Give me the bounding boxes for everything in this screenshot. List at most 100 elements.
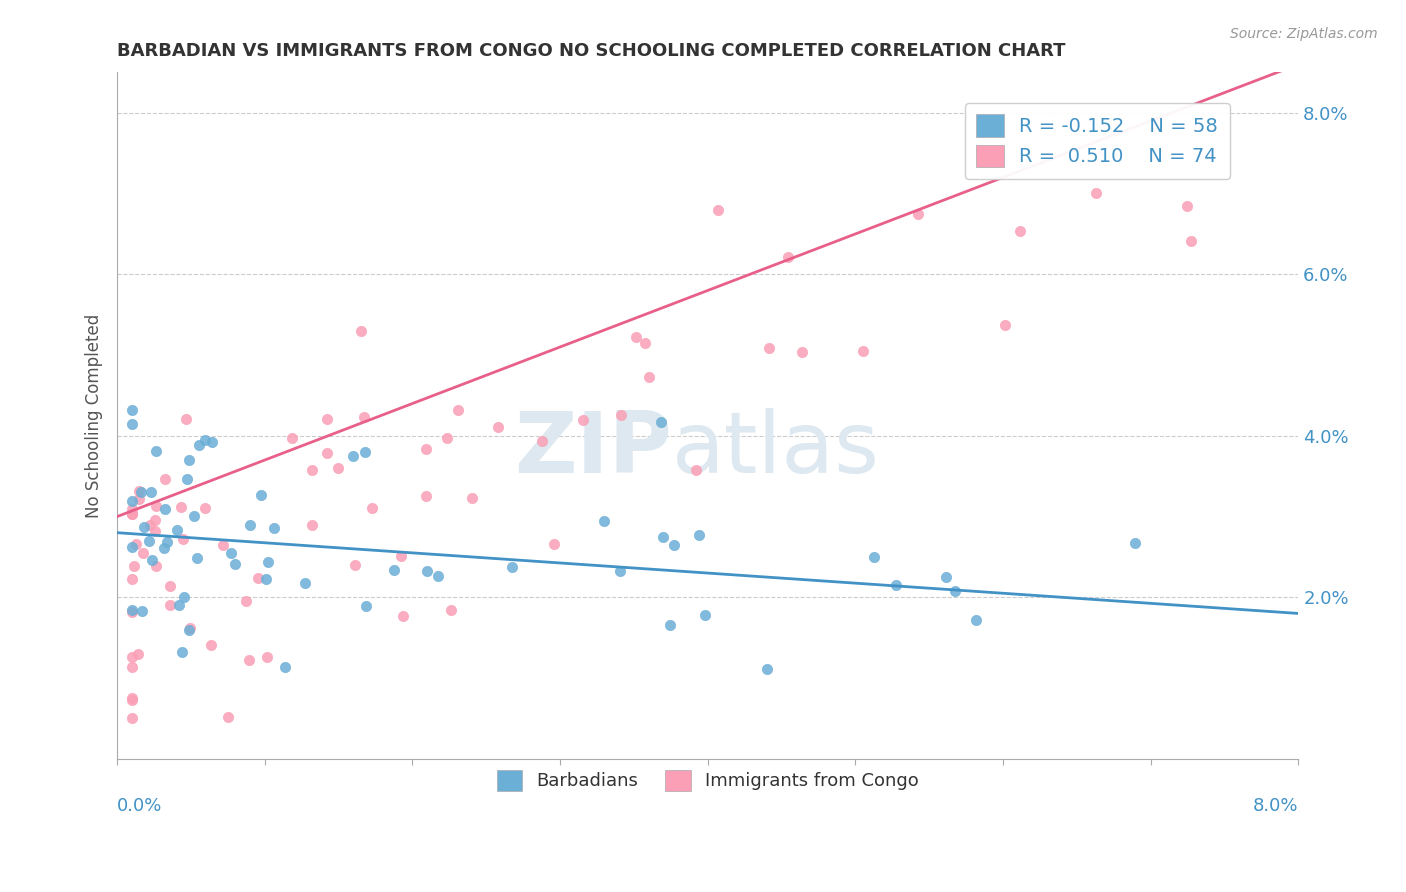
Point: [200, 638, 222, 652]
Point: [695, 607, 717, 622]
Point: [122, 559, 145, 574]
Point: [121, 403, 143, 417]
Point: [145, 444, 167, 458]
Point: [609, 564, 631, 578]
Point: [436, 431, 458, 445]
Text: atlas: atlas: [672, 409, 880, 491]
Point: [194, 433, 217, 447]
Point: [121, 660, 143, 674]
Point: [354, 599, 377, 614]
Point: [652, 530, 675, 544]
Point: [138, 533, 160, 548]
Point: [994, 318, 1017, 332]
Point: [134, 520, 156, 534]
Point: [121, 507, 143, 521]
Point: [501, 560, 523, 574]
Point: [127, 647, 149, 661]
Point: [685, 463, 707, 477]
Y-axis label: No Schooling Completed: No Schooling Completed: [86, 313, 103, 517]
Point: [194, 500, 217, 515]
Point: [169, 598, 191, 612]
Point: [354, 445, 377, 459]
Point: [239, 518, 262, 533]
Point: [659, 617, 682, 632]
Point: [440, 603, 463, 617]
Point: [145, 499, 167, 513]
Point: [315, 446, 337, 460]
Point: [1123, 536, 1146, 550]
Point: [121, 692, 143, 706]
Point: [188, 438, 211, 452]
Point: [121, 572, 143, 586]
Point: [274, 660, 297, 674]
Point: [183, 509, 205, 524]
Point: [965, 613, 987, 627]
Point: [221, 546, 243, 560]
Point: [343, 558, 366, 572]
Point: [389, 549, 412, 563]
Point: [176, 473, 198, 487]
Point: [488, 419, 510, 434]
Point: [153, 472, 176, 486]
Point: [427, 569, 450, 583]
Point: [301, 463, 323, 477]
Point: [224, 558, 246, 572]
Point: [610, 408, 633, 422]
Point: [294, 576, 316, 591]
Point: [172, 645, 194, 659]
Point: [121, 507, 143, 521]
Point: [177, 453, 200, 467]
Point: [531, 434, 554, 448]
Point: [907, 207, 929, 221]
Point: [121, 502, 143, 516]
Point: [257, 555, 280, 569]
Point: [254, 572, 277, 586]
Point: [776, 250, 799, 264]
Point: [128, 483, 150, 498]
Point: [662, 538, 685, 552]
Point: [706, 203, 728, 218]
Point: [624, 330, 647, 344]
Legend: Barbadians, Immigrants from Congo: Barbadians, Immigrants from Congo: [489, 763, 927, 797]
Point: [884, 577, 907, 591]
Point: [129, 485, 152, 500]
Point: [143, 514, 166, 528]
Point: [159, 579, 181, 593]
Point: [572, 413, 595, 427]
Point: [201, 435, 224, 450]
Point: [862, 549, 884, 564]
Text: 8.0%: 8.0%: [1253, 797, 1298, 814]
Text: BARBADIAN VS IMMIGRANTS FROM CONGO NO SCHOOLING COMPLETED CORRELATION CHART: BARBADIAN VS IMMIGRANTS FROM CONGO NO SC…: [117, 42, 1066, 60]
Point: [447, 402, 470, 417]
Point: [145, 558, 167, 573]
Point: [935, 570, 957, 584]
Point: [121, 417, 143, 431]
Point: [688, 528, 710, 542]
Point: [153, 541, 176, 556]
Point: [758, 342, 780, 356]
Point: [543, 537, 565, 551]
Point: [790, 345, 813, 359]
Point: [159, 598, 181, 612]
Point: [172, 532, 194, 546]
Point: [461, 491, 484, 505]
Point: [121, 711, 143, 725]
Point: [132, 546, 155, 560]
Point: [301, 517, 323, 532]
Point: [139, 484, 162, 499]
Point: [121, 605, 143, 619]
Text: ZIP: ZIP: [515, 409, 672, 491]
Point: [415, 442, 437, 456]
Point: [217, 710, 239, 724]
Point: [143, 524, 166, 538]
Point: [121, 541, 143, 555]
Point: [1180, 234, 1202, 248]
Point: [316, 412, 339, 426]
Point: [179, 621, 201, 635]
Point: [121, 650, 143, 665]
Point: [592, 514, 614, 528]
Point: [755, 661, 778, 675]
Point: [121, 691, 143, 706]
Point: [166, 523, 188, 537]
Point: [170, 500, 193, 515]
